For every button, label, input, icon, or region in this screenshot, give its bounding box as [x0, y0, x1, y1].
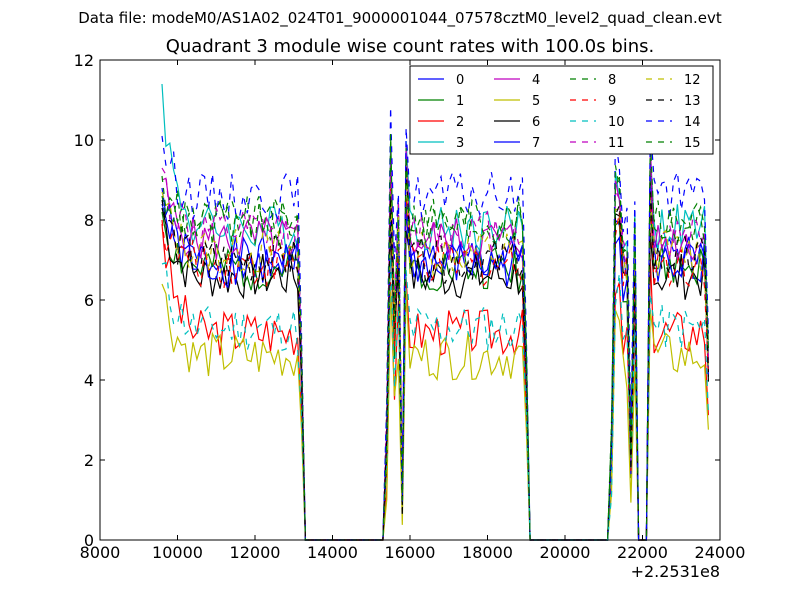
x-tick-label: 22000 [617, 543, 668, 562]
series-line-6 [161, 207, 709, 541]
x-tick-label: 12000 [230, 543, 281, 562]
legend-label-4: 4 [532, 73, 540, 88]
y-tick-label: 0 [84, 531, 94, 550]
x-tick-label: 20000 [540, 543, 591, 562]
series-lines-layer [161, 83, 709, 541]
y-tick-label: 4 [84, 371, 94, 390]
x-tick-label: 14000 [307, 543, 358, 562]
x-tick-label: 24000 [695, 543, 746, 562]
x-tick-label: 8000 [80, 543, 121, 562]
legend-box [409, 65, 714, 155]
legend-label-5: 5 [532, 94, 540, 109]
legend-label-8: 8 [608, 73, 616, 88]
series-line-11 [161, 143, 709, 541]
legend-label-0: 0 [456, 73, 464, 88]
x-tick-label: 16000 [385, 543, 436, 562]
x-axis-offset-label: +2.2531e8 [630, 562, 720, 581]
legend-label-6: 6 [532, 115, 540, 130]
series-line-14 [161, 107, 709, 541]
chart-title: Quadrant 3 module wise count rates with … [165, 36, 655, 57]
legend-label-14: 14 [684, 115, 701, 130]
series-line-13 [161, 166, 709, 541]
y-tick-label: 6 [84, 291, 94, 310]
series-line-12 [161, 162, 709, 541]
y-tick-label: 10 [74, 131, 94, 150]
legend-label-12: 12 [684, 73, 701, 88]
series-line-5 [161, 283, 709, 541]
series-line-9 [161, 186, 709, 541]
legend-label-3: 3 [456, 136, 464, 151]
legend-label-10: 10 [608, 115, 625, 130]
legend-label-9: 9 [608, 94, 616, 109]
x-tick-label: 10000 [152, 543, 203, 562]
y-tick-label: 8 [84, 211, 94, 230]
legend-label-1: 1 [456, 94, 464, 109]
ticks-layer: 8000 10000 12000 14000 16000 18000 20000 22000 2… [74, 51, 746, 562]
legend-label-13: 13 [684, 94, 701, 109]
y-tick-label: 12 [74, 51, 94, 70]
series-line-10 [161, 257, 709, 541]
y-tick-label: 2 [84, 451, 94, 470]
figure-suptitle: Data file: modeM0/AS1A02_024T01_90000010… [78, 9, 722, 27]
legend-label-2: 2 [456, 115, 464, 130]
legend-label-11: 11 [608, 136, 625, 151]
legend-label-7: 7 [532, 136, 540, 151]
series-line-4 [161, 141, 709, 541]
series-line-8 [161, 139, 709, 541]
legend-label-15: 15 [684, 136, 701, 151]
series-line-15 [161, 133, 709, 541]
x-tick-label: 18000 [462, 543, 513, 562]
